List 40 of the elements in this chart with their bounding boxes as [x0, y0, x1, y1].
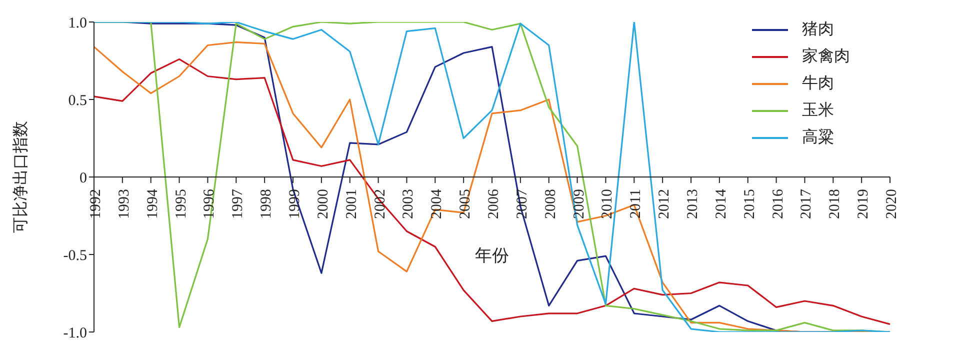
y-tick-label: 1.0: [68, 15, 87, 32]
legend-label: 猪肉: [802, 20, 834, 40]
x-tick-label: 2019: [856, 189, 872, 219]
x-tick-label: 2011: [628, 189, 644, 218]
x-tick-label: 1994: [144, 188, 161, 219]
x-tick-label: 2001: [344, 189, 360, 219]
x-tick-label: 2006: [486, 188, 502, 219]
x-tick-label: 1998: [258, 189, 275, 219]
x-tick-label: 2002: [372, 189, 388, 219]
x-tick-label: 1997: [230, 188, 246, 219]
y-tick-label: -0.5: [63, 248, 87, 264]
x-tick-label: 2000: [315, 189, 332, 219]
x-tick-label: 2005: [458, 189, 474, 219]
x-tick-label: 2016: [770, 188, 786, 219]
legend-label: 牛肉: [802, 74, 834, 94]
x-tick-label: 2008: [542, 189, 559, 219]
x-tick-label: 2003: [400, 189, 417, 219]
legend-label: 家禽肉: [802, 46, 850, 67]
x-tick-label: 2010: [600, 189, 616, 219]
x-tick-label: 2013: [685, 189, 701, 219]
x-tick-label: 1999: [287, 189, 303, 219]
x-tick-label: 2015: [742, 189, 758, 219]
x-tick-label: 2020: [884, 189, 900, 219]
y-tick-label: -1.0: [63, 325, 87, 342]
x-tick-label: 2009: [571, 189, 588, 219]
x-tick-label: 2004: [429, 188, 446, 219]
x-axis-title: 年份: [475, 246, 509, 265]
legend-label: 高粱: [802, 128, 834, 148]
y-tick-label: 0: [80, 170, 87, 186]
y-tick-label: 0.5: [68, 92, 87, 109]
x-tick-label: 2018: [827, 189, 844, 219]
legend-label: 玉米: [802, 100, 834, 121]
x-tick-label: 1996: [202, 188, 218, 219]
y-axis-title: 可比净出口指数: [12, 121, 30, 233]
x-tick-label: 2017: [798, 188, 815, 219]
x-tick-label: 1995: [173, 189, 190, 219]
x-tick-label: 2014: [713, 188, 730, 219]
x-tick-label: 1993: [116, 189, 132, 219]
x-tick-label: 2007: [514, 188, 530, 219]
x-tick-label: 2012: [656, 189, 673, 219]
